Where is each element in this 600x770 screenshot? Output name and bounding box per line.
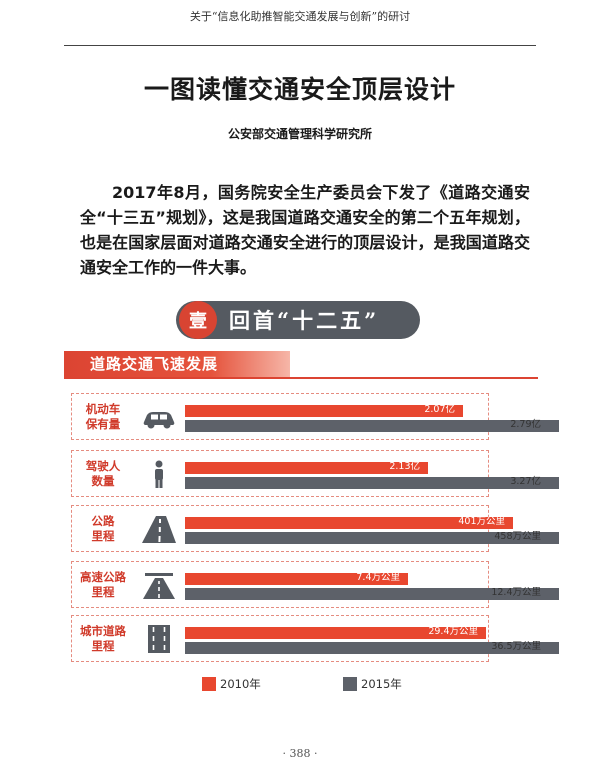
chart-row: 城市道路 里程 29.4万公里 36.5万公里	[71, 615, 559, 662]
author-line: 公安部交通管理科学研究所	[227, 127, 372, 141]
category-label-line: 机动车	[85, 401, 121, 416]
header-rule	[64, 45, 536, 46]
chart-legend: 2010年 2015年	[0, 676, 600, 692]
legend-label-2010: 2010年	[220, 677, 261, 691]
page-number: · 388 ·	[282, 747, 318, 760]
bar-value-2015: 3.27亿	[510, 476, 541, 487]
intro-paragraph: 2017年8月，国务院安全生产委员会下发了《道路交通安全“十三五”规划》，这是我…	[80, 183, 530, 277]
bar-2015	[185, 420, 559, 432]
category-label-line: 保有量	[85, 416, 121, 431]
chart-row: 机动车 保有量 2.07亿 2.79亿	[71, 393, 559, 440]
chart-row: 公路 里程 401万公里 458万公里	[71, 505, 559, 552]
category-label-line: 里程	[91, 638, 115, 653]
category-label-line: 城市道路	[80, 623, 126, 638]
bar-value-2010: 2.13亿	[389, 461, 420, 472]
bar-value-2015: 36.5万公里	[491, 641, 541, 652]
bar-2010	[185, 517, 513, 529]
category-label-line: 里程	[91, 584, 115, 599]
person-icon	[140, 459, 178, 489]
category-label-line: 公路	[91, 513, 115, 528]
category-label: 公路 里程	[72, 514, 134, 544]
city-road-icon	[140, 624, 178, 654]
bar-2015	[185, 642, 559, 654]
legend-swatch-2015	[343, 677, 357, 691]
section-rule	[64, 377, 538, 379]
chart-row: 驾驶人 数量 2.13亿 3.27亿	[71, 450, 559, 497]
road-icon	[140, 514, 178, 544]
bar-2010	[185, 462, 428, 474]
car-icon	[140, 402, 178, 432]
bar-2010	[185, 573, 408, 585]
banner-badge: 壹	[179, 301, 217, 339]
banner-text: 回首“十二五”	[229, 308, 380, 333]
category-label-line: 高速公路	[80, 569, 126, 584]
section-title: 道路交通飞速发展	[64, 351, 290, 377]
bar-2015	[185, 532, 559, 544]
section-banner: 壹 回首“十二五”	[176, 301, 420, 339]
bar-2015	[185, 477, 559, 489]
bar-2010	[185, 405, 463, 417]
bar-value-2015: 12.4万公里	[491, 587, 541, 598]
bar-2015	[185, 588, 559, 600]
bar-value-2015: 458万公里	[494, 531, 541, 542]
bar-value-2010: 29.4万公里	[428, 626, 478, 637]
bar-value-2010: 7.4万公里	[356, 572, 400, 583]
category-label: 驾驶人 数量	[72, 459, 134, 489]
bar-value-2010: 2.07亿	[424, 404, 455, 415]
category-label: 城市道路 里程	[72, 624, 134, 654]
running-header: 关于“信息化助推智能交通发展与创新”的研讨	[189, 10, 411, 23]
legend-label-2015: 2015年	[361, 677, 402, 691]
highway-icon	[140, 570, 178, 600]
category-label-line: 驾驶人	[85, 458, 121, 473]
legend-swatch-2010	[202, 677, 216, 691]
category-label: 机动车 保有量	[72, 402, 134, 432]
chart-row: 高速公路 里程 7.4万公里 12.4万公里	[71, 561, 559, 608]
category-label-line: 数量	[91, 473, 115, 488]
bar-value-2015: 2.79亿	[510, 419, 541, 430]
page-title: 一图读懂交通安全顶层设计	[143, 75, 456, 104]
category-label-line: 里程	[91, 528, 115, 543]
bar-2010	[185, 627, 486, 639]
bar-value-2010: 401万公里	[458, 516, 505, 527]
category-label: 高速公路 里程	[72, 570, 134, 600]
